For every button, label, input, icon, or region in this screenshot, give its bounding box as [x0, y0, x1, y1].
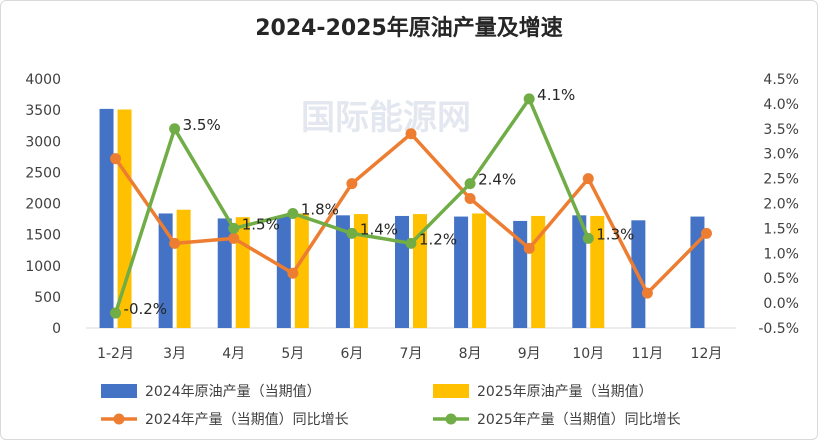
- data-label: -0.2%: [124, 300, 168, 318]
- bar: [158, 213, 173, 328]
- right-tick-label: 2.5%: [763, 172, 799, 188]
- line-point: [228, 232, 240, 244]
- x-tick-label: 6月: [340, 346, 363, 362]
- legend-label: 2024年原油产量（当期值）: [145, 384, 321, 400]
- x-tick-label: 12月: [691, 346, 723, 362]
- line-point: [523, 242, 535, 254]
- legend-swatch: [101, 384, 137, 398]
- x-tick-label: 5月: [281, 346, 304, 362]
- chart-title: 2024-2025年原油产量及增速: [255, 15, 563, 41]
- data-label: 1.2%: [419, 230, 457, 248]
- line-point: [346, 178, 358, 190]
- line-point: [464, 178, 476, 190]
- left-tick-label: 3000: [25, 134, 61, 150]
- right-tick-label: 1.5%: [763, 221, 799, 237]
- x-tick-label: 1-2月: [97, 346, 134, 362]
- left-tick-label: 2000: [25, 197, 61, 213]
- legend-label: 2024年产量（当期值）同比增长: [145, 412, 349, 428]
- x-tick-label: 10月: [572, 346, 604, 362]
- bar: [454, 216, 469, 328]
- legend-swatch: [433, 384, 469, 398]
- data-label: 1.5%: [242, 215, 280, 233]
- bar: [176, 209, 191, 328]
- data-label: 1.3%: [596, 225, 634, 243]
- line-point: [287, 267, 299, 279]
- x-tick-label: 7月: [400, 346, 423, 362]
- bar: [590, 215, 605, 328]
- line-point: [464, 193, 476, 205]
- watermark: 国际能源网: [301, 98, 471, 138]
- right-tick-label: -0.5%: [758, 321, 799, 337]
- legend-label: 2025年产量（当期值）同比增长: [477, 412, 681, 428]
- line-point: [169, 237, 181, 249]
- line-point: [169, 123, 181, 135]
- bar: [276, 215, 291, 328]
- line-point: [287, 207, 299, 219]
- legend-marker: [113, 413, 125, 425]
- lines: [110, 93, 712, 319]
- left-tick-label: 1000: [25, 259, 61, 275]
- bar: [99, 108, 114, 328]
- line-point: [405, 128, 417, 140]
- left-tick-label: 0: [52, 321, 61, 337]
- line-point: [346, 227, 358, 239]
- left-tick-label: 3500: [25, 103, 61, 119]
- right-tick-label: 3.0%: [763, 147, 799, 163]
- line-point: [700, 227, 712, 239]
- line-point: [405, 237, 417, 249]
- right-tick-label: 0.0%: [763, 296, 799, 312]
- left-tick-label: 500: [34, 290, 61, 306]
- right-tick-label: 4.0%: [763, 97, 799, 113]
- bar: [335, 215, 350, 328]
- line-point: [110, 307, 122, 319]
- right-tick-label: 2.0%: [763, 197, 799, 213]
- x-tick-label: 9月: [518, 346, 541, 362]
- data-labels: -0.2% 3.5% 1.5% 1.8% 1.4% 1.2% 2.4% 4.1% 1.3%: [124, 86, 635, 318]
- line-point: [110, 153, 122, 165]
- bar: [472, 213, 487, 328]
- bar: [217, 218, 232, 328]
- line-point: [523, 93, 535, 105]
- bar: [413, 214, 427, 328]
- left-tick-label: 4000: [25, 72, 61, 88]
- data-label: 3.5%: [183, 116, 221, 134]
- x-tick-label: 8月: [459, 346, 482, 362]
- left-tick-label: 1500: [25, 228, 61, 244]
- data-label: 1.8%: [301, 200, 339, 218]
- bar: [513, 220, 528, 328]
- right-tick-label: 3.5%: [763, 122, 799, 138]
- right-tick-label: 0.5%: [763, 271, 799, 287]
- bar: [294, 213, 309, 328]
- x-tick-label: 3月: [163, 346, 186, 362]
- x-tick-label: 4月: [222, 346, 245, 362]
- bar: [353, 214, 368, 328]
- data-label: 4.1%: [537, 86, 575, 104]
- right-tick-label: 1.0%: [763, 246, 799, 262]
- line-point: [582, 232, 594, 244]
- legend: 2024年原油产量（当期值） 2025年原油产量（当期值） 2024年产量（当期值）…: [101, 384, 681, 428]
- data-label: 2.4%: [478, 171, 516, 189]
- right-tick-label: 4.5%: [763, 72, 799, 88]
- legend-marker: [445, 413, 457, 425]
- line-point: [641, 287, 653, 299]
- left-tick-label: 2500: [25, 165, 61, 181]
- line-point: [582, 173, 594, 185]
- bar: [235, 217, 250, 328]
- legend-label: 2025年原油产量（当期值）: [477, 384, 653, 400]
- bar: [572, 215, 587, 328]
- series-line: [114, 132, 708, 295]
- x-tick-label: 11月: [631, 346, 663, 362]
- axes: 0 500 1000 1500 2000 2500 3000 3500 4000 -0.5% 0.0…: [25, 72, 799, 362]
- line-point: [228, 222, 240, 234]
- data-label: 1.4%: [360, 220, 398, 238]
